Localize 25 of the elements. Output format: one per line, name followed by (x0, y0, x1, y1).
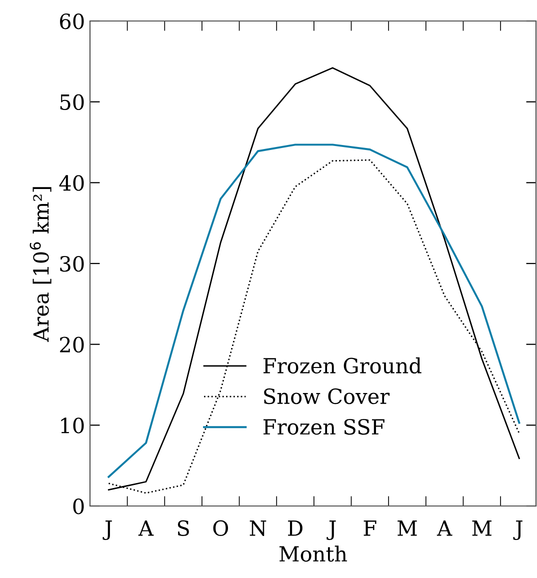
y-tick-label: 30 (60, 256, 84, 272)
y-tick-label: 20 (60, 336, 84, 353)
x-tick-label: M (472, 520, 492, 536)
x-tick-label: J (326, 520, 336, 540)
y-tick-label: 50 (60, 94, 84, 110)
legend-label: Frozen Ground (264, 357, 422, 374)
legend-label: Snow Cover (264, 388, 390, 404)
x-tick-label: J (102, 520, 112, 540)
x-tick-label: N (250, 520, 266, 536)
x-tick-label: A (138, 520, 154, 536)
x-tick-label: S (178, 520, 189, 536)
legend-label: Frozen SSF (264, 418, 384, 435)
y-axis-title: Area [10$^{6}$ km²] (30, 187, 52, 342)
x-tick-label: A (436, 520, 452, 536)
x-tick-label: M (398, 520, 417, 536)
y-tick-label: 0 (73, 498, 84, 514)
y-tick-label: 40 (59, 175, 84, 191)
x-tick-label: D (288, 520, 302, 536)
x-tick-label: J (513, 520, 522, 540)
y-tick-label: 10 (61, 418, 84, 434)
x-axis-title: Month (279, 546, 347, 562)
x-tick-label: O (213, 520, 228, 536)
y-tick-label: 60 (60, 13, 84, 30)
x-tick-label: F (364, 520, 376, 536)
line-series (108, 67, 520, 491)
